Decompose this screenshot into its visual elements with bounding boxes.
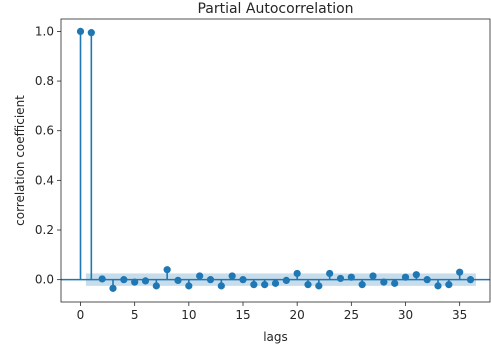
x-tick-label-5: 5 — [131, 308, 139, 322]
marker-lag-17 — [261, 281, 269, 289]
marker-lag-15 — [239, 276, 247, 284]
marker-lag-12 — [206, 276, 215, 284]
marker-lag-3 — [109, 284, 117, 292]
marker-lag-2 — [98, 275, 106, 283]
marker-lag-35 — [456, 268, 464, 276]
marker-lag-14 — [228, 272, 236, 280]
marker-lag-1 — [87, 29, 95, 37]
marker-lag-24 — [336, 274, 345, 283]
marker-lag-16 — [250, 281, 258, 289]
y-tick-label-2: 0.4 — [35, 173, 54, 187]
y-tick-label-4: 0.8 — [35, 74, 54, 88]
x-ticks: 0 5 10 15 20 25 30 35 — [77, 302, 467, 322]
x-axis-label: lags — [263, 330, 288, 344]
marker-lag-8 — [163, 266, 171, 274]
y-tick-label-5: 1.0 — [35, 24, 54, 38]
marker-lag-18 — [271, 279, 280, 287]
plot-frame — [60, 18, 491, 303]
marker-lag-20 — [293, 269, 301, 278]
marker-lag-10 — [185, 282, 193, 290]
marker-lag-29 — [391, 279, 399, 287]
x-tick-label-0: 0 — [77, 308, 85, 322]
marker-lag-36 — [466, 276, 475, 284]
marker-lag-21 — [304, 281, 312, 289]
marker-lag-31 — [412, 271, 420, 279]
x-tick-label-25: 25 — [344, 308, 359, 322]
marker-lag-0 — [76, 27, 85, 36]
marker-lag-11 — [196, 272, 204, 280]
marker-lag-30 — [401, 273, 410, 281]
markers-layer — [76, 27, 475, 292]
y-axis-label: correlation coefficient — [13, 95, 27, 226]
x-tick-label-35: 35 — [452, 308, 467, 322]
x-tick-label-10: 10 — [181, 308, 196, 322]
marker-lag-27 — [369, 272, 377, 280]
x-tick-label-30: 30 — [398, 308, 413, 322]
marker-lag-25 — [347, 273, 355, 281]
marker-lag-9 — [174, 276, 182, 285]
marker-lag-32 — [423, 276, 431, 284]
marker-lag-34 — [445, 281, 453, 289]
marker-lag-7 — [152, 282, 160, 290]
x-tick-label-20: 20 — [290, 308, 305, 322]
y-tick-label-1: 0.2 — [35, 223, 54, 237]
x-tick-label-15: 15 — [235, 308, 250, 322]
marker-lag-19 — [282, 276, 290, 285]
marker-lag-6 — [141, 277, 150, 285]
marker-lag-5 — [131, 278, 139, 286]
marker-lag-13 — [217, 282, 225, 290]
y-tick-label-0: 0.0 — [35, 273, 54, 287]
marker-lag-26 — [358, 281, 366, 289]
marker-lag-22 — [315, 282, 323, 290]
y-ticks: 0.0 0.2 0.4 0.6 0.8 1.0 — [35, 24, 61, 287]
stems-layer — [79, 31, 461, 289]
marker-lag-28 — [380, 278, 388, 286]
marker-lag-23 — [326, 269, 334, 278]
chart-title: Partial Autocorrelation — [197, 1, 353, 17]
marker-lag-33 — [434, 282, 442, 290]
y-tick-label-3: 0.6 — [35, 124, 54, 138]
marker-lag-4 — [120, 276, 128, 284]
